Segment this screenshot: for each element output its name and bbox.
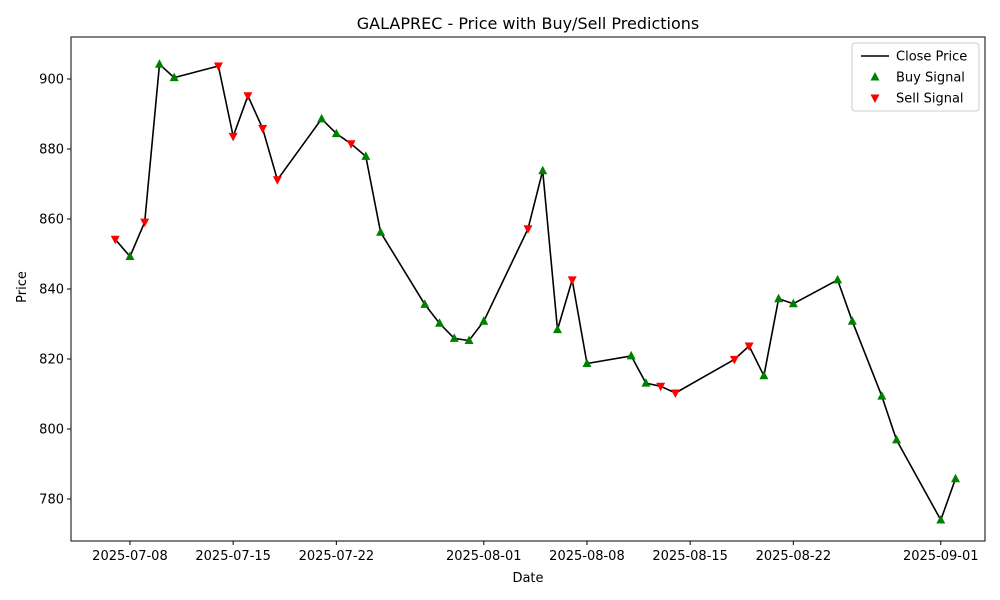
buy-signal-marker: [169, 72, 179, 82]
sell-signal-marker: [670, 389, 680, 398]
sell-signal-marker: [140, 218, 150, 228]
y-tick-label: 860: [39, 213, 64, 228]
buy-signal-marker: [877, 391, 887, 400]
sell-signal-marker: [213, 62, 223, 72]
chart-title: GALAPREC - Price with Buy/Sell Predictio…: [357, 14, 699, 33]
x-tick-label: 2025-08-01: [446, 549, 522, 564]
sell-signal-marker: [243, 92, 253, 101]
y-tick-label: 780: [39, 493, 64, 508]
x-tick-label: 2025-07-08: [92, 549, 168, 564]
buy-signal-marker: [317, 113, 327, 123]
legend: Close Price Buy Signal Sell Signal: [851, 42, 980, 112]
buy-signal-marker: [479, 316, 489, 325]
buy-signal-marker: [435, 318, 445, 327]
x-tick-label: 2025-09-01: [903, 549, 979, 564]
sell-signal-marker: [656, 382, 666, 392]
buy-signal-marker: [626, 350, 636, 360]
sell-signal-marker: [523, 225, 533, 234]
legend-label: Sell Signal: [896, 92, 964, 107]
legend-sell-swatch: [870, 94, 880, 103]
sell-signal-marker: [346, 140, 356, 149]
plot-area: [110, 59, 961, 524]
x-tick-label: 2025-08-15: [652, 549, 728, 564]
buy-signal-marker: [464, 335, 474, 344]
legend-label: Close Price: [896, 50, 967, 65]
buy-signal-marker: [331, 128, 341, 138]
x-tick-label: 2025-08-22: [756, 549, 832, 564]
buy-signal-marker: [154, 59, 164, 68]
buy-signal-marker: [759, 370, 769, 380]
legend-buy-swatch: [870, 72, 880, 81]
buy-signal-marker: [847, 316, 857, 325]
y-tick-label: 840: [39, 283, 64, 298]
buy-signal-marker: [449, 333, 459, 342]
y-tick-label: 900: [39, 73, 64, 88]
buy-signal-marker: [774, 293, 784, 303]
y-tick-label: 800: [39, 423, 64, 438]
buy-signal-marker: [936, 515, 946, 524]
x-tick-label: 2025-07-22: [299, 549, 375, 564]
y-axis-label: Price: [15, 271, 30, 303]
legend-label: Buy Signal: [896, 71, 965, 86]
buy-signal-marker: [125, 251, 135, 260]
sell-signal-marker: [258, 124, 268, 134]
sell-signal-marker: [110, 235, 120, 245]
buy-signal-marker: [538, 165, 548, 175]
buy-signal-marker: [951, 473, 961, 483]
y-tick-label: 820: [39, 353, 64, 368]
legend-box: [851, 42, 980, 112]
sell-signal-marker: [744, 342, 754, 352]
buy-signal-marker: [892, 434, 902, 444]
x-tick-label: 2025-07-15: [195, 549, 271, 564]
sell-signal-marker: [567, 276, 577, 285]
close-price-line: [114, 63, 957, 521]
buy-signal-marker: [376, 227, 386, 236]
buy-signal-marker: [552, 324, 562, 334]
buy-signal-marker: [420, 299, 430, 308]
axes: 2025-07-08 2025-07-15 2025-07-22 2025-08-01…: [39, 36, 986, 564]
y-tick-label: 880: [39, 143, 64, 158]
buy-signal-marker: [833, 274, 843, 284]
sell-signal-marker: [272, 176, 282, 185]
x-tick-label: 2025-08-08: [549, 549, 625, 564]
buy-signal-marker: [582, 358, 592, 368]
x-axis-label: Date: [512, 571, 543, 586]
buy-signal-marker: [361, 151, 371, 160]
buy-signal-marker: [641, 378, 651, 387]
sell-signal-marker: [228, 132, 238, 142]
buy-signal-marker: [788, 298, 798, 308]
sell-signal-marker: [729, 355, 739, 365]
